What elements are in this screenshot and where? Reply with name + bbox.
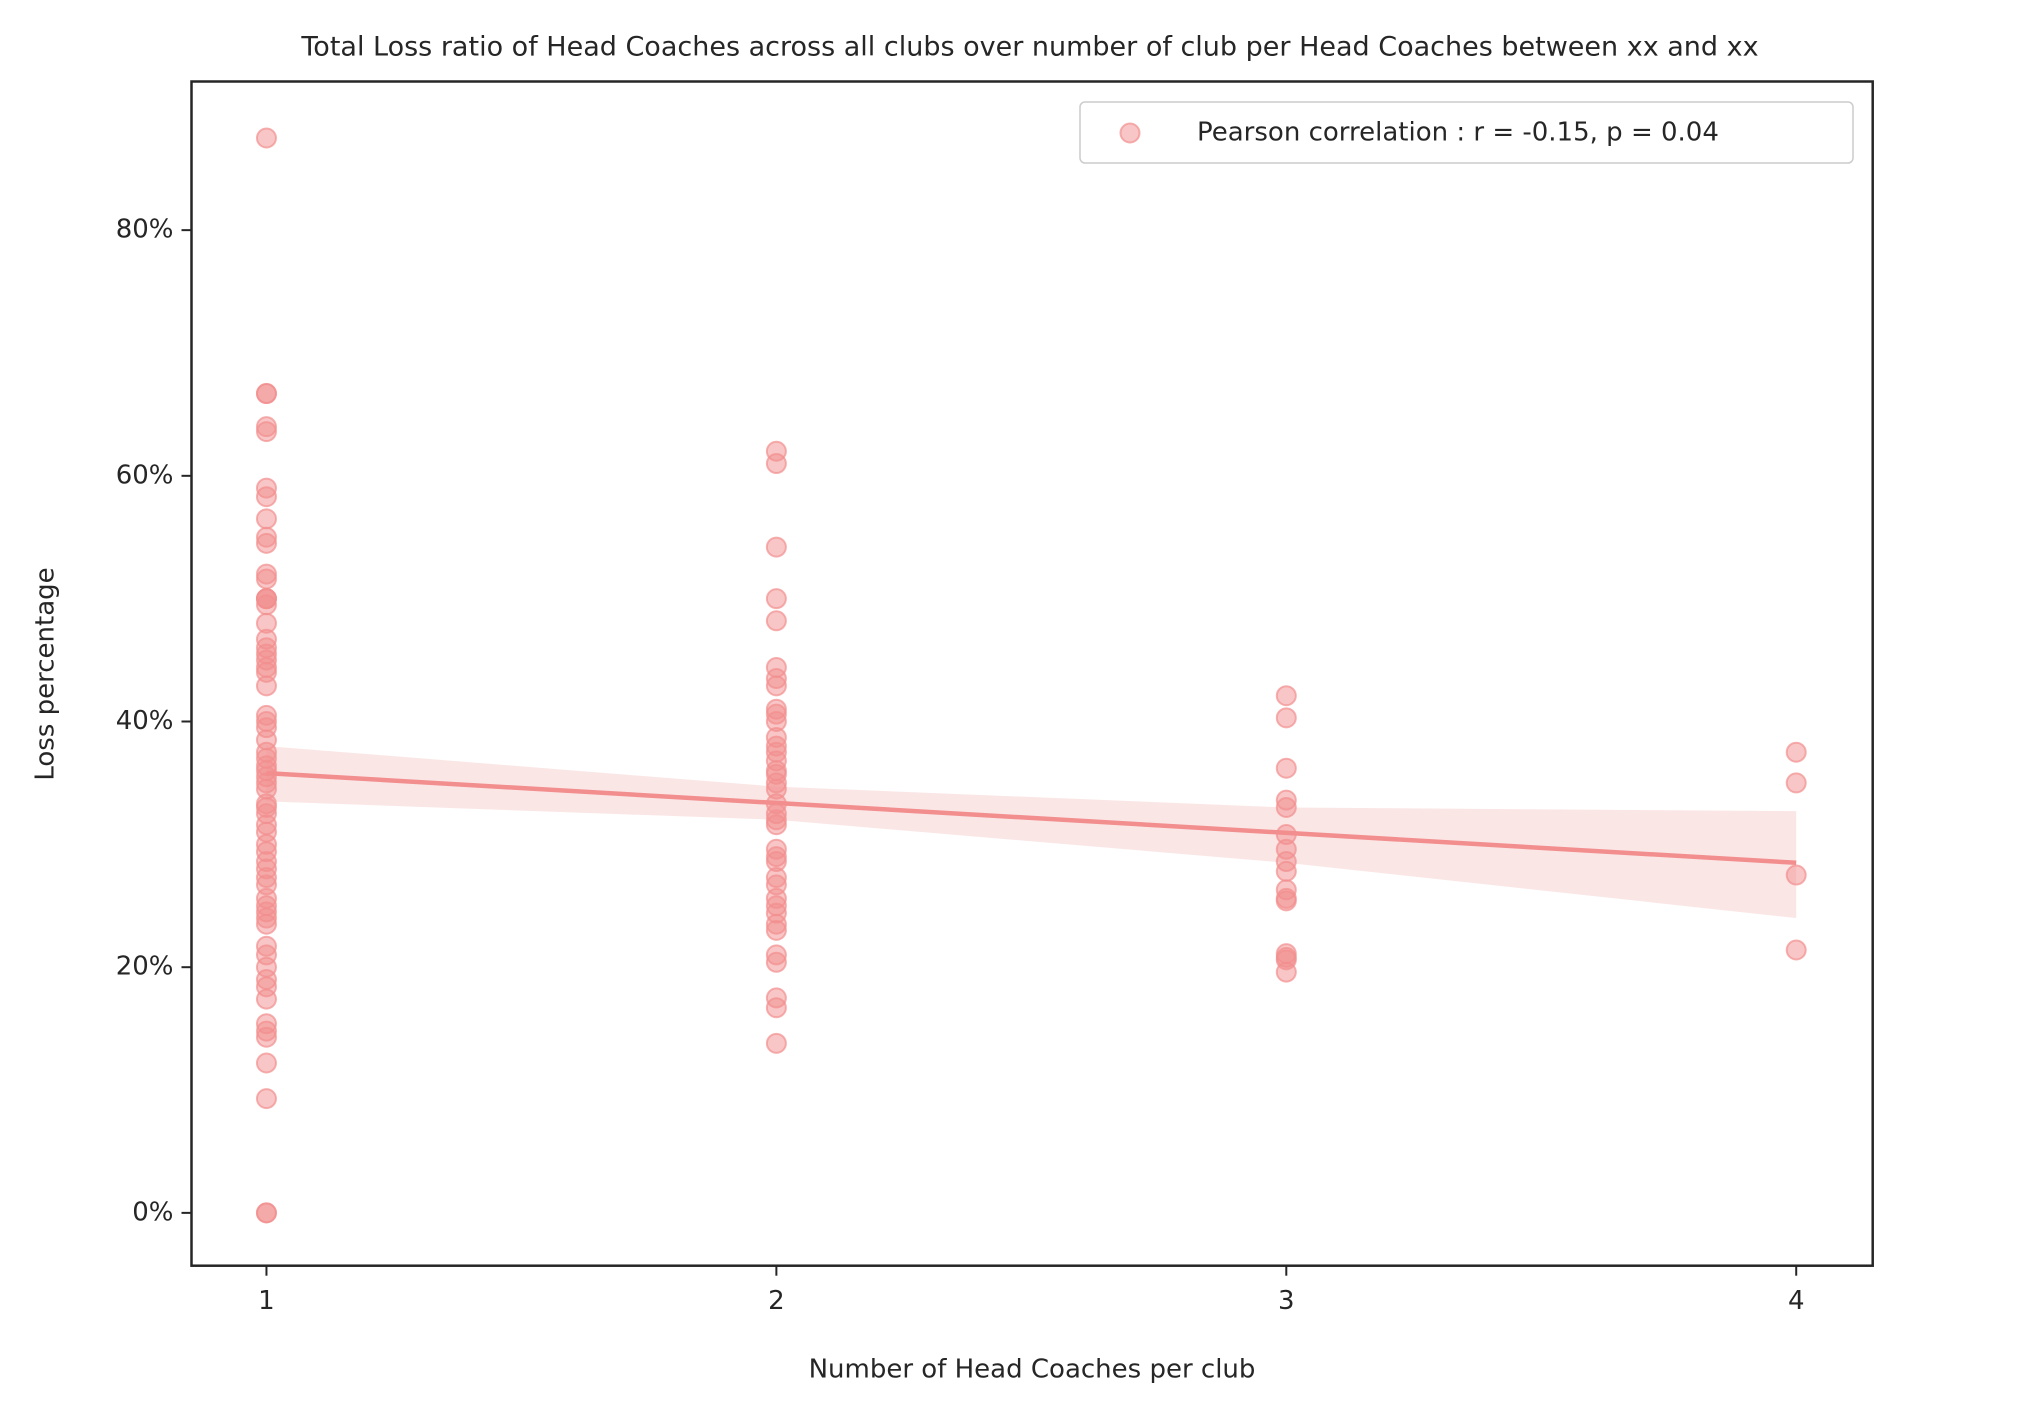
- scatter-point: [255, 1052, 277, 1074]
- y-tick-label: 0%: [132, 1197, 173, 1227]
- scatter-point: [1275, 890, 1297, 912]
- y-tick-label: 80%: [116, 215, 174, 245]
- scatter-point: [255, 383, 277, 405]
- scatter-point: [1275, 796, 1297, 818]
- y-tick-label: 40%: [116, 706, 174, 736]
- scatter-point: [255, 508, 277, 530]
- scatter-point: [765, 814, 787, 836]
- confidence-band: [266, 746, 1797, 919]
- scatter-point: [765, 453, 787, 475]
- scatter-point: [765, 675, 787, 697]
- scatter-point: [255, 1202, 277, 1224]
- regression-line: [266, 770, 1797, 866]
- scatter-point: [255, 421, 277, 443]
- x-tick-label: 4: [1788, 1286, 1805, 1316]
- legend-label: Pearson correlation : r = -0.15, p = 0.0…: [1197, 118, 1719, 148]
- x-tick-label: 1: [258, 1286, 275, 1316]
- scatter-point: [1785, 741, 1807, 763]
- x-axis-label: Number of Head Coaches per club: [809, 1355, 1256, 1385]
- scatter-point: [1275, 757, 1297, 779]
- plot-frame: [190, 80, 1874, 1267]
- chart-title: Total Loss ratio of Head Coaches across …: [300, 32, 1758, 63]
- legend-box: [1079, 101, 1854, 164]
- scatter-point: [255, 568, 277, 590]
- scatter-point: [765, 536, 787, 558]
- scatter-point: [765, 610, 787, 632]
- y-tick-label: 20%: [116, 952, 174, 982]
- scatter-point: [255, 913, 277, 935]
- scatter-point: [255, 127, 277, 149]
- x-tick-label: 3: [1278, 1286, 1295, 1316]
- scatter-point: [765, 1032, 787, 1054]
- scatter-point: [255, 675, 277, 697]
- scatter-point: [255, 532, 277, 554]
- scatter-point: [765, 997, 787, 1019]
- scatter-point: [255, 486, 277, 508]
- y-axis-label: Loss percentage: [31, 567, 61, 780]
- scatter-point: [255, 988, 277, 1010]
- scatter-point: [1785, 864, 1807, 886]
- scatter-point: [1275, 961, 1297, 983]
- scatter-point: [255, 1026, 277, 1048]
- legend-marker: [1119, 122, 1141, 144]
- scatter-point: [765, 919, 787, 941]
- scatter-point: [1275, 707, 1297, 729]
- scatter-point: [765, 951, 787, 973]
- scatter-point: [255, 594, 277, 616]
- scatter-point: [1785, 939, 1807, 961]
- scatter-point: [255, 1088, 277, 1110]
- y-tick-label: 60%: [116, 460, 174, 490]
- scatter-point: [765, 588, 787, 610]
- scatter-point: [1785, 772, 1807, 794]
- scatter-point: [1275, 685, 1297, 707]
- scatter-point: [1275, 860, 1297, 882]
- x-tick-label: 2: [768, 1286, 785, 1316]
